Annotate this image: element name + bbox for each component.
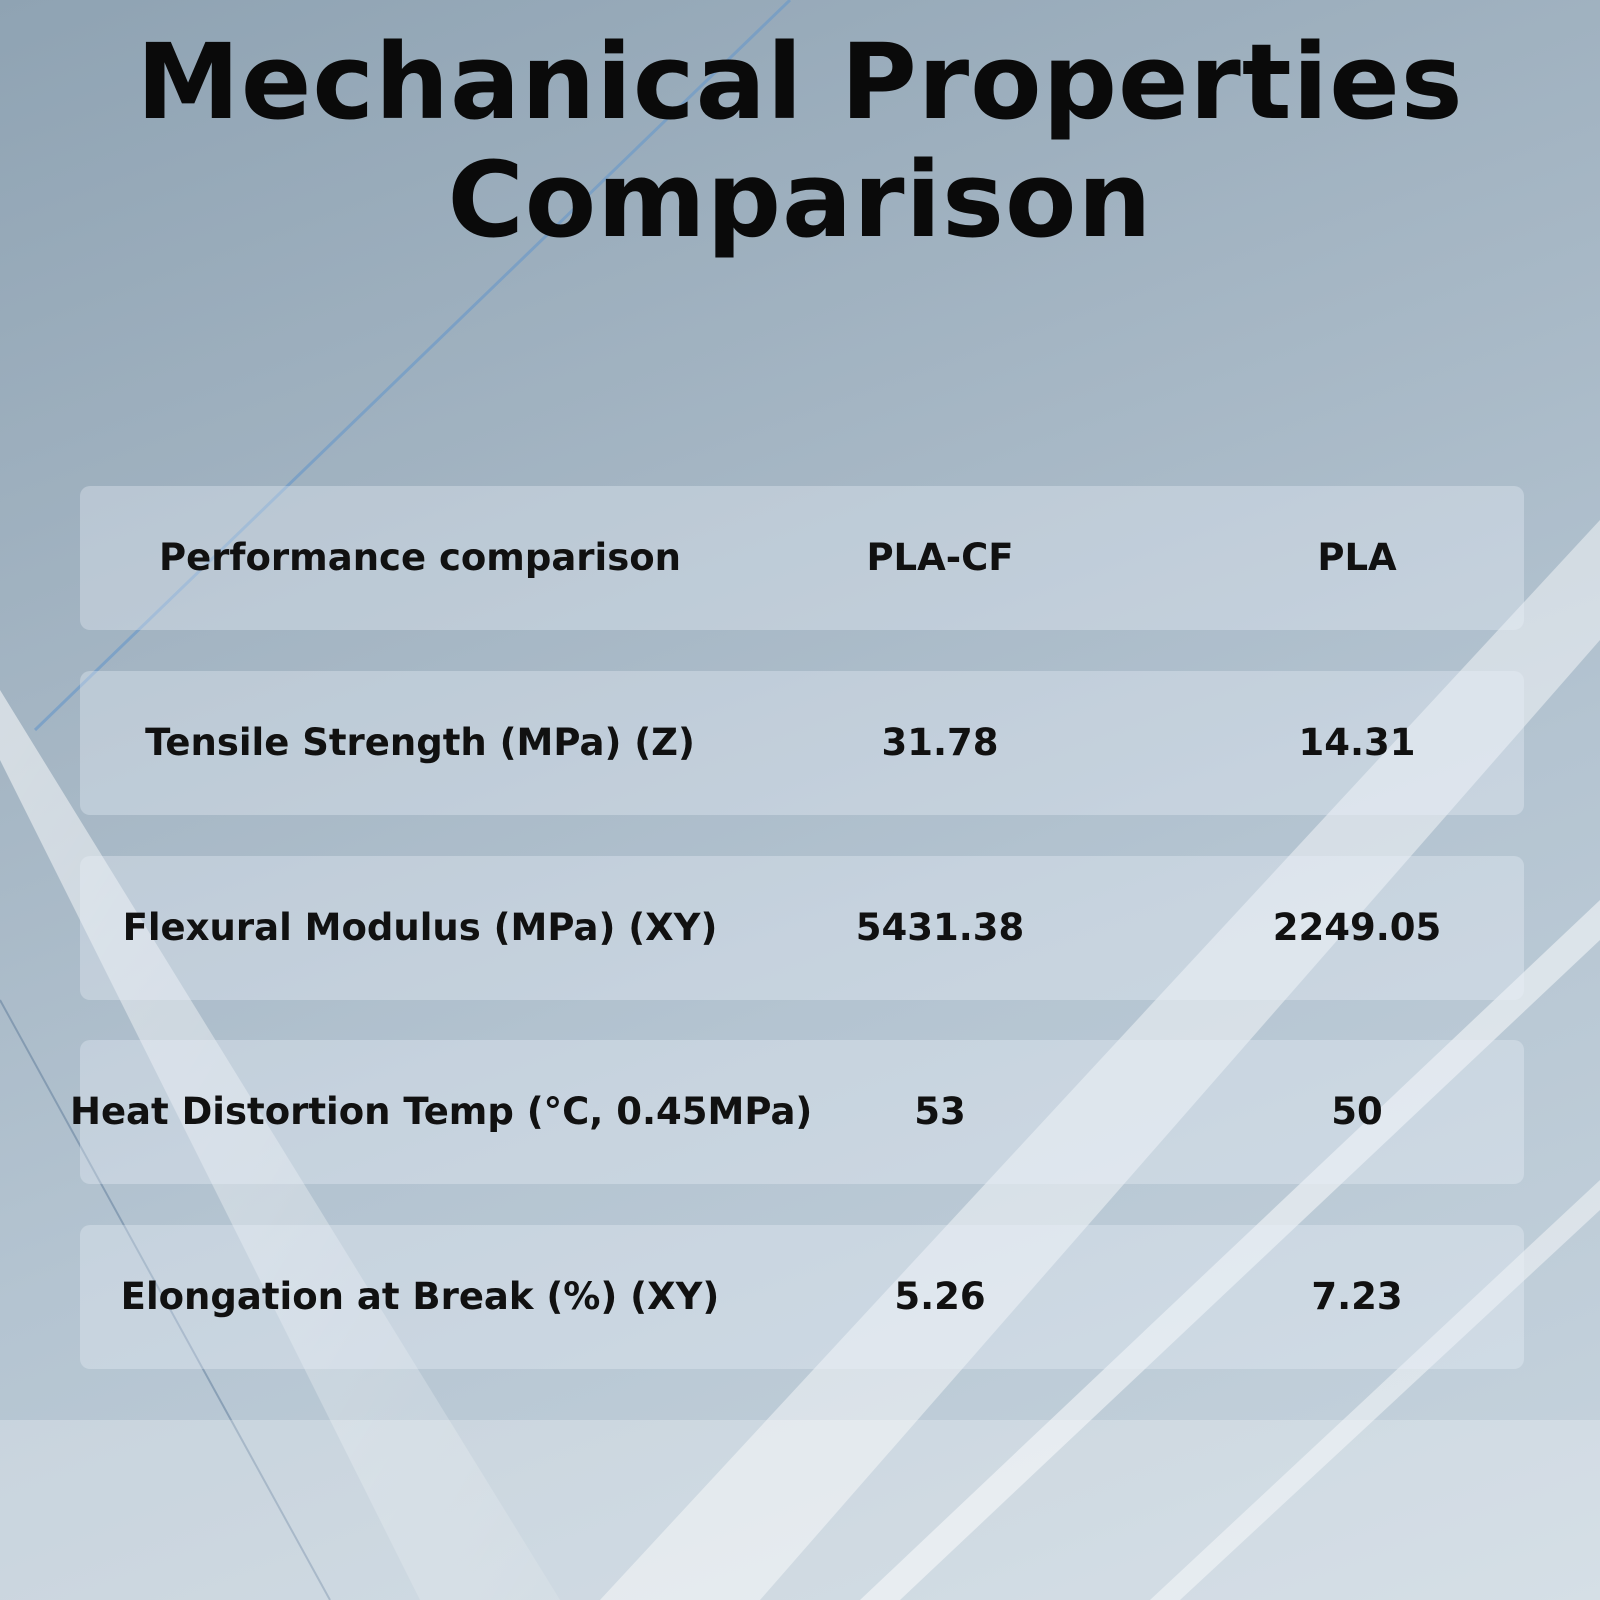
header-row: Performance comparison PLA-CF PLA <box>80 486 1524 630</box>
table-row: Tensile Strength (MPa) (Z) 31.78 14.31 <box>80 671 1524 815</box>
cell-value: 14.31 <box>1298 721 1416 764</box>
row-label: Tensile Strength (MPa) (Z) <box>145 721 695 764</box>
cell-value: 31.78 <box>881 721 999 764</box>
title-line: Mechanical Properties <box>136 21 1464 143</box>
cell-value: 2249.05 <box>1272 905 1442 949</box>
title-line: Comparison <box>447 139 1153 261</box>
table-row: Elongation at Break (%) (XY) 5.26 7.23 <box>80 1224 1524 1369</box>
cell-value: 5.26 <box>894 1274 986 1318</box>
cell-value: 7.23 <box>1311 1274 1403 1318</box>
table-row: Heat Distortion Temp (°C, 0.45MPa) 53 50 <box>70 1040 1524 1184</box>
cell-value: PLA-CF <box>866 536 1014 579</box>
row-label: Performance comparison <box>158 536 682 579</box>
row-label: Elongation at Break (%) (XY) <box>120 1274 720 1318</box>
row-label: Heat Distortion Temp (°C, 0.45MPa) <box>70 1090 813 1133</box>
table-row: Flexural Modulus (MPa) (XY) 5431.38 2249.0… <box>80 855 1524 1000</box>
cell-value: 50 <box>1331 1090 1383 1133</box>
cell-value: PLA <box>1317 536 1397 579</box>
cell-value: 5431.38 <box>855 905 1025 949</box>
row-label: Flexural Modulus (MPa) (XY) <box>122 905 718 949</box>
cell-value: 53 <box>914 1090 966 1133</box>
